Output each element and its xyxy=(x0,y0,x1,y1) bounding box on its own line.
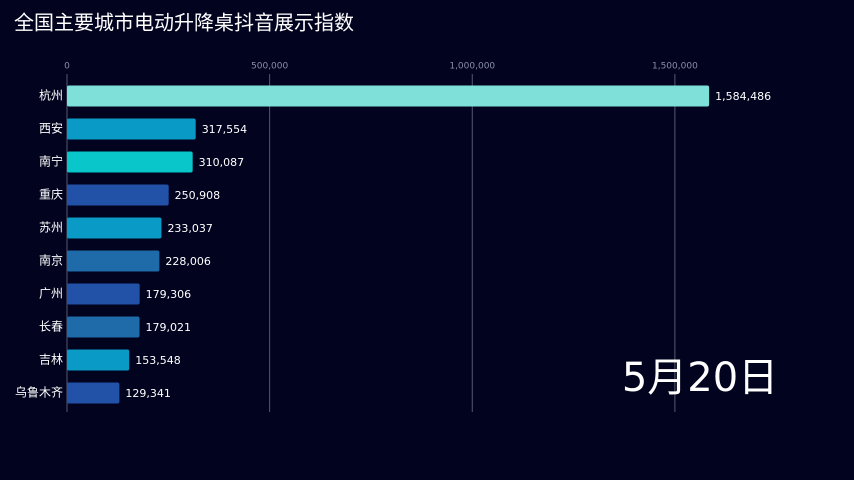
x-tick-label: 1,500,000 xyxy=(652,62,698,72)
value-label: 129,341 xyxy=(125,387,171,400)
y-tick-label: 苏州 xyxy=(39,221,63,235)
value-label: 179,306 xyxy=(146,288,192,301)
bar xyxy=(67,382,120,404)
bar xyxy=(67,184,169,206)
y-tick-label: 长春 xyxy=(39,320,63,334)
bar xyxy=(67,217,162,239)
value-label: 250,908 xyxy=(175,189,221,202)
bar xyxy=(67,250,160,272)
y-tick-label: 广州 xyxy=(39,287,63,301)
y-tick-label: 南京 xyxy=(39,253,63,268)
bar xyxy=(67,85,710,107)
chart-title: 全国主要城市电动升降桌抖音展示指数 xyxy=(14,11,354,35)
y-tick-label: 南宁 xyxy=(39,154,63,169)
bar xyxy=(67,283,140,305)
x-tick-label: 500,000 xyxy=(251,62,288,72)
y-tick-label: 杭州 xyxy=(39,88,63,103)
bar xyxy=(67,118,196,140)
x-tick-label: 1,000,000 xyxy=(449,62,495,72)
y-tick-label: 吉林 xyxy=(39,353,63,367)
value-label: 1,584,486 xyxy=(715,90,771,103)
y-tick-label: 西安 xyxy=(39,121,63,136)
value-label: 179,021 xyxy=(146,321,192,334)
x-tick-label: 0 xyxy=(64,62,70,72)
y-tick-label: 重庆 xyxy=(39,188,63,202)
bar xyxy=(67,151,193,173)
value-label: 310,087 xyxy=(199,156,245,169)
bar xyxy=(67,349,130,371)
value-label: 233,037 xyxy=(167,222,213,235)
value-label: 317,554 xyxy=(202,123,248,136)
value-label: 153,548 xyxy=(135,354,181,367)
value-label: 228,006 xyxy=(165,255,211,268)
bar xyxy=(67,316,140,338)
date-annotation: 5月20日 xyxy=(622,355,778,401)
y-tick-label: 乌鲁木齐 xyxy=(15,385,63,400)
